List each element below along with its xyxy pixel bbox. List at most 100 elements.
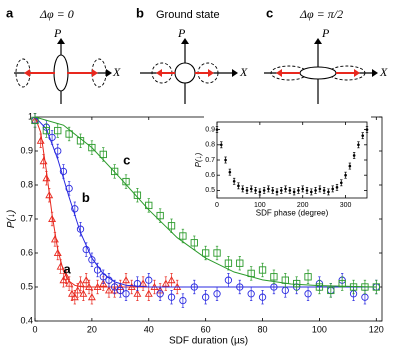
inset-background [204,114,371,221]
point [301,187,305,191]
arrowhead [92,69,98,77]
point [202,293,210,301]
point [167,222,176,230]
point [167,276,176,284]
point [215,128,219,131]
point [327,286,335,295]
x-tick-label: 100 [254,202,266,209]
main-chart: 0 20 40 60 80 100 120 0.4 0.5 0.6 0.7 0.8 0.9 1 SDF du… [6,111,384,346]
arrowhead [106,69,112,77]
point [59,167,68,176]
point [93,282,102,291]
point [267,187,270,191]
point [73,286,82,294]
point [348,164,352,168]
point [270,273,278,281]
x-tick-label: 100 [312,324,327,334]
x-axis-label: SDF duration (µs) [169,335,248,346]
point [297,189,300,192]
point [327,190,330,194]
point [133,191,142,199]
x-label: X [112,65,121,79]
arrowhead [372,69,378,77]
y-tick-label: 0.8 [20,179,33,189]
point [202,249,210,257]
point [228,170,232,174]
y-tick-label: 0.9 [20,145,33,155]
point [315,283,324,291]
caption: Δφ = π/2 [299,7,343,21]
x-tick-label: 0 [215,202,219,209]
y-tick-label: 0.6 [205,172,215,179]
x-tick-label: 120 [369,324,384,334]
dashed-state [91,58,107,88]
point [62,272,71,280]
point [213,249,221,257]
point [271,189,275,192]
x-tick-label: 300 [340,202,352,209]
point [339,181,343,185]
panel-label: b [136,5,144,20]
x-tick-label: 20 [87,324,97,334]
point [68,289,76,297]
point [284,187,287,191]
point [122,177,130,186]
point [88,256,96,264]
point [116,286,124,295]
point [70,293,79,301]
arrowhead [354,69,360,77]
diagram-a: a Δφ = 0 P X [6,5,121,104]
point [236,283,244,291]
point [31,116,39,125]
y-axis-label: P(↓) [194,152,203,167]
y-tick-label: 0.8 [205,142,215,149]
panel-label: c [266,5,273,20]
point [249,187,253,191]
series-label: a [63,261,71,276]
point [145,201,153,210]
p-label: P [177,26,186,40]
point [275,190,279,194]
point [156,290,164,298]
series-label: c [123,153,130,168]
point [54,126,62,135]
point [105,276,113,284]
diagram-b: b Ground state P X [136,5,248,104]
inset-chart: 0 100 200 300 0.5 0.6 0.7 0.8 0.9 SDF phase (degr… [194,114,371,221]
point [88,143,96,152]
point [82,245,90,254]
point [365,128,369,131]
point [50,235,59,243]
point [45,191,54,199]
point [335,186,339,189]
x-tick-label: 200 [297,202,309,209]
point [76,225,85,233]
point [59,276,68,284]
arrowhead [208,69,214,77]
arrowhead [276,69,282,77]
arrowhead [57,38,65,44]
y-tick-label: 0.5 [20,281,33,291]
x-axis-label: SDF phase (degree) [256,209,329,218]
point [56,262,65,270]
point [39,157,48,165]
point [224,276,233,284]
point [309,190,313,194]
point [133,279,142,288]
point [133,289,142,297]
point [245,189,249,192]
point [104,286,113,294]
y-tick-label: 0.7 [205,157,215,164]
panel-label: a [6,5,14,20]
point [349,283,358,291]
point [48,133,56,142]
point [190,239,198,247]
point [304,290,312,298]
point [258,190,262,194]
point [219,143,223,147]
point [127,282,136,291]
point [42,126,51,135]
point [224,158,227,162]
point [247,269,255,278]
